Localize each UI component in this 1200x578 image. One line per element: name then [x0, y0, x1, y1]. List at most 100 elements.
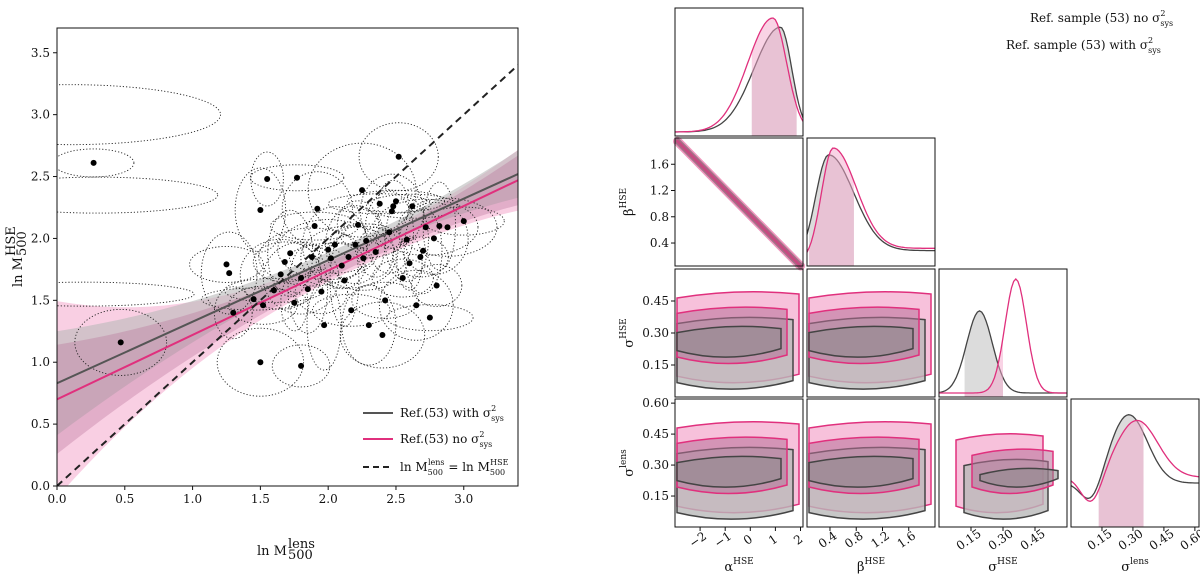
marginal-credible-pink	[1098, 420, 1144, 527]
fit-lines	[57, 64, 518, 486]
error-ellipse	[373, 198, 479, 256]
legend-label-no-sys: Ref.(53) no σ2 sys	[400, 430, 492, 449]
corner-x-tick-label: −1	[712, 529, 735, 551]
corner-y-tick-label: 0.8	[650, 210, 669, 224]
corner-x-tick-label: 0.45	[1147, 526, 1177, 553]
y-tick-label: 2.5	[31, 170, 50, 184]
scatter-legend: Ref.(53) with σ2 sys Ref.(53) no σ2 sys ln…	[363, 404, 509, 477]
data-point	[325, 246, 332, 253]
legend-label-one-to-one: ln M500lens = ln M500HSE	[400, 458, 509, 477]
data-point	[426, 314, 433, 321]
y-tick-label: 3.5	[31, 46, 50, 60]
corner-panel-1-0: 0.4 0.8 1.2 1.6 βHSE	[619, 136, 805, 271]
corner-panel-frame	[806, 268, 936, 398]
error-ellipse	[200, 287, 307, 311]
marginal-credible-pink	[964, 337, 1003, 397]
error-ellipse	[200, 231, 258, 315]
error-ellipse	[378, 269, 454, 341]
error-ellipse	[300, 225, 397, 289]
marginal-density-pink	[806, 147, 935, 253]
corner-x-tick-label: 2	[791, 532, 805, 548]
corner-y-tick-label: 0.60	[642, 396, 669, 410]
data-point	[386, 229, 393, 236]
data-point	[298, 275, 305, 282]
svg-text:βHSE: βHSE	[619, 188, 637, 216]
svg-text:ln M: ln M	[11, 257, 26, 287]
error-ellipse	[359, 173, 424, 249]
corner-y-tick-label: 0.15	[642, 489, 669, 503]
corner-panel-frame	[1070, 398, 1200, 528]
corner-x-tick-label: −2	[687, 529, 710, 551]
data-point	[395, 153, 402, 160]
x-axis-label-sub: 500	[288, 548, 313, 563]
data-point	[270, 287, 277, 294]
data-point	[293, 174, 300, 181]
data-point	[348, 307, 355, 314]
marginal-density-pink	[675, 17, 804, 133]
error-ellipse	[216, 327, 305, 397]
corner-x-label-0: αHSE	[724, 557, 753, 575]
marginal-density-grey	[1070, 414, 1199, 500]
data-point	[260, 302, 267, 309]
corner-y-tick-label: 0.4	[650, 236, 669, 250]
error-ellipse	[312, 293, 391, 327]
fit-line-0	[57, 173, 518, 385]
corner-x-label-1: βHSE	[857, 557, 885, 575]
data-point	[321, 322, 328, 329]
data-point	[223, 261, 230, 268]
corner-y-tick-label: 0.15	[642, 358, 669, 372]
data-point	[352, 241, 359, 248]
data-point	[406, 260, 413, 267]
corner-panel-frame	[674, 398, 804, 528]
data-point	[277, 271, 284, 278]
data-point	[433, 282, 440, 289]
error-ellipse	[189, 245, 264, 283]
error-ellipse	[365, 193, 459, 219]
marginal-density-pink	[1070, 419, 1200, 502]
error-ellipse	[307, 142, 417, 238]
error-ellipse	[57, 84, 221, 146]
data-point	[388, 208, 395, 215]
legend-label-with-sys: Ref.(53) with σ2 sys	[400, 404, 504, 423]
error-ellipse	[267, 209, 314, 297]
y-axis-label: ln M 500 HSE	[4, 226, 30, 287]
x-tick-label: 1.0	[183, 492, 202, 506]
corner-panel-frame	[674, 7, 804, 137]
data-point	[318, 288, 325, 295]
error-ellipse	[364, 190, 414, 274]
data-point	[338, 262, 345, 269]
corner-panel-3-0: 0.15 0.30 0.45 0.60 σlens −2 −1 0 1 2 αHSE	[619, 396, 805, 575]
scatter-plot-area	[57, 64, 518, 486]
contour-region	[979, 467, 1059, 488]
svg-text:HSE: HSE	[4, 226, 19, 256]
contour-band	[676, 139, 802, 268]
svg-text:σHSE: σHSE	[988, 557, 1017, 575]
data-point	[345, 254, 352, 260]
error-ellipse	[399, 201, 469, 275]
contour-region	[808, 325, 914, 358]
corner-panel-3-3: 0.15 0.30 0.45 0.60 σlens	[1070, 398, 1200, 575]
data-point	[250, 296, 257, 303]
corner-x-tick-label: 1	[766, 532, 780, 548]
data-point	[304, 286, 311, 293]
marginal-credible-grey	[964, 310, 1003, 397]
data-point	[413, 302, 420, 309]
corner-panel-frame	[806, 398, 936, 528]
data-point	[360, 255, 367, 262]
error-ellipse	[262, 241, 340, 315]
data-point	[422, 224, 429, 231]
error-ellipse	[277, 219, 380, 281]
x-tick-label: 2.5	[386, 492, 405, 506]
corner-x-tick-label: 0	[741, 532, 755, 548]
error-ellipse	[228, 285, 298, 325]
error-ellipse	[397, 197, 498, 257]
y-tick-label: 0.0	[31, 479, 50, 493]
corner-y-tick-label: 0.30	[642, 326, 669, 340]
corner-x-tick-label: 0.8	[842, 529, 866, 551]
corner-x-tick-label: 0.30	[1116, 526, 1146, 553]
contour-region	[676, 325, 782, 358]
corner-y-tick-label: 0.45	[642, 427, 669, 441]
error-ellipse	[306, 279, 342, 371]
corner-x-label-2: σHSE	[988, 557, 1017, 575]
data-point	[257, 359, 264, 366]
